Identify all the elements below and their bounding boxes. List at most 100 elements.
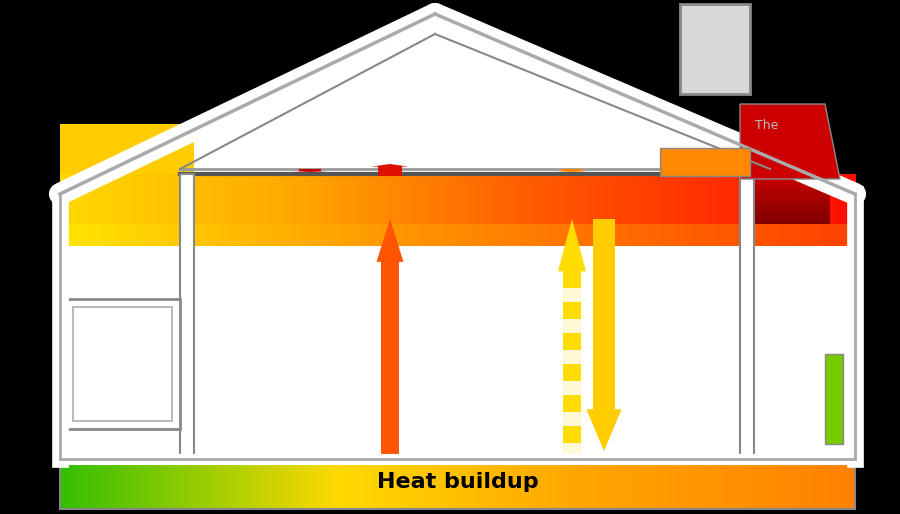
Bar	[272, 459, 275, 509]
Bar	[796, 224, 800, 246]
Bar	[221, 459, 225, 509]
Bar	[243, 459, 247, 509]
Bar	[381, 174, 384, 224]
Bar	[826, 174, 830, 224]
Bar	[325, 224, 328, 246]
Bar	[259, 174, 263, 224]
Bar	[346, 174, 350, 224]
Bar	[418, 224, 421, 246]
Bar	[68, 174, 72, 224]
Bar	[426, 174, 429, 224]
Bar	[850, 224, 853, 246]
Bar	[659, 459, 662, 509]
Bar	[423, 224, 427, 246]
Bar	[428, 459, 432, 509]
Bar	[148, 174, 151, 224]
Bar	[754, 224, 758, 246]
Bar	[131, 224, 135, 246]
Bar	[513, 174, 517, 224]
Bar	[426, 459, 429, 509]
Bar	[553, 459, 556, 509]
Bar	[537, 224, 541, 246]
Bar	[161, 459, 165, 509]
Bar	[500, 174, 504, 224]
Bar	[134, 459, 138, 509]
Bar	[209, 224, 212, 246]
Bar	[81, 459, 85, 509]
Bar	[545, 459, 549, 509]
Bar	[206, 174, 210, 224]
Bar	[375, 224, 379, 246]
Bar	[635, 224, 639, 246]
Bar	[574, 459, 578, 509]
Bar	[111, 174, 114, 224]
Bar	[754, 221, 830, 223]
Bar	[505, 224, 508, 246]
Bar	[238, 459, 241, 509]
Bar	[600, 224, 604, 246]
Bar	[786, 174, 790, 224]
Bar	[370, 174, 374, 224]
Bar	[585, 224, 589, 246]
Polygon shape	[60, 14, 855, 459]
Bar	[754, 201, 830, 203]
Bar	[362, 459, 365, 509]
Bar	[717, 174, 721, 224]
Bar	[821, 459, 824, 509]
Bar	[611, 459, 615, 509]
Bar	[401, 174, 406, 224]
Bar	[518, 459, 522, 509]
Bar	[333, 174, 337, 224]
Bar	[338, 224, 342, 246]
Bar	[333, 224, 337, 246]
Bar	[153, 459, 157, 509]
Bar	[555, 459, 559, 509]
Bar	[592, 174, 597, 224]
Bar	[638, 459, 642, 509]
Bar	[723, 459, 726, 509]
Bar	[754, 216, 830, 218]
Polygon shape	[60, 124, 194, 194]
Bar	[701, 174, 705, 224]
Bar	[264, 224, 267, 246]
Bar	[280, 224, 284, 246]
Bar	[606, 224, 609, 246]
Bar	[407, 459, 410, 509]
Bar	[825, 354, 843, 444]
Bar	[516, 224, 519, 246]
Bar	[760, 174, 763, 224]
Bar	[356, 459, 360, 509]
Bar	[818, 459, 822, 509]
Bar	[320, 174, 323, 224]
Bar	[232, 224, 236, 246]
Bar	[813, 459, 816, 509]
Bar	[367, 174, 371, 224]
Bar	[773, 459, 777, 509]
Bar	[415, 459, 419, 509]
Bar	[224, 174, 228, 224]
Bar	[754, 175, 830, 177]
Bar	[508, 224, 511, 246]
Bar	[221, 224, 225, 246]
Bar	[836, 459, 840, 509]
Bar	[381, 224, 384, 246]
Bar	[227, 174, 230, 224]
Bar	[293, 224, 297, 246]
Bar	[802, 224, 806, 246]
Bar	[754, 180, 830, 182]
Bar	[585, 459, 589, 509]
Bar	[547, 459, 551, 509]
Bar	[362, 174, 365, 224]
Bar	[595, 174, 598, 224]
Bar	[508, 174, 511, 224]
Bar	[847, 174, 850, 224]
Bar	[588, 459, 591, 509]
Bar	[590, 174, 594, 224]
Bar	[256, 459, 260, 509]
Bar	[60, 224, 64, 246]
Bar	[818, 174, 822, 224]
Bar	[333, 459, 337, 509]
Bar	[299, 174, 302, 224]
Bar	[153, 174, 157, 224]
Bar	[754, 174, 830, 176]
